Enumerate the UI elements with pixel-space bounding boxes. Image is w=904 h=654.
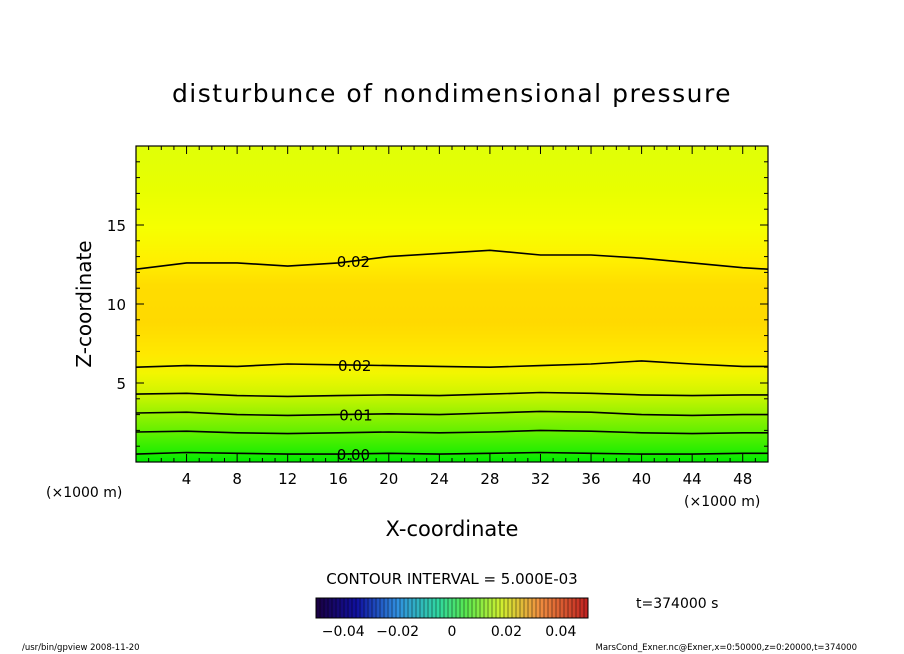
x-tick-label-1: 8 [232,470,242,488]
contour-interval-label: CONTOUR INTERVAL = 5.000E-03 [326,570,577,588]
x-tick-label-8: 36 [581,470,600,488]
y-axis-ticks: 5 10 15 [107,161,768,447]
x-axis-label: X-coordinate [386,517,519,541]
contour-lines [136,249,768,455]
contour-labels: 0.00 0.01 0.02 0.02 [337,253,373,464]
colorbar-tick-label-2: 0 [448,624,457,640]
time-label: t=374000 s [636,596,718,612]
contour-label-0: 0.00 [337,446,370,464]
contour-label-5: 0.02 [337,253,370,271]
y-tick-label-2: 15 [107,217,126,235]
x-tick-label-10: 44 [683,470,702,488]
colorbar-frame [315,597,589,619]
colorbar-tick-label-1: −0.02 [376,624,419,640]
x-axis-ticks: 4 8 12 16 20 24 28 32 36 40 44 48 [148,146,756,488]
contour-line-1 [136,429,768,435]
x-tick-label-2: 12 [278,470,297,488]
x-tick-label-6: 28 [480,470,499,488]
colorbar-tick-label-0: −0.04 [322,624,365,640]
x-tick-label-9: 40 [632,470,651,488]
contour-line-5 [136,249,768,270]
contour-line-0 [136,451,768,455]
contour-line-3 [136,391,768,398]
x-tick-label-11: 48 [733,470,752,488]
y-tick-label-0: 5 [116,375,126,393]
chart-title: disturbunce of nondimensional pressure [172,79,732,108]
x-unit-right: (×1000 m) [684,494,760,510]
contour-line-4 [136,360,768,369]
footer-left: /usr/bin/gpview 2008-11-20 [22,643,140,653]
contour-line-2 [136,410,768,417]
plot-field [136,146,768,462]
y-tick-label-1: 10 [107,296,126,314]
footer-right: MarsCond_Exner.nc@Exner,x=0:50000,z=0:20… [595,643,857,653]
x-tick-label-7: 32 [531,470,550,488]
colorbar-tick-label-4: 0.04 [545,624,576,640]
colorbar-stripes [319,598,585,618]
colorbar-ticks: −0.04 −0.02 0 0.02 0.04 [322,624,577,640]
x-tick-label-0: 4 [182,470,192,488]
colorbar-tick-label-3: 0.02 [491,624,522,640]
x-tick-label-4: 20 [379,470,398,488]
y-axis-label: Z-coordinate [72,240,96,367]
x-tick-label-5: 24 [430,470,449,488]
contour-label-4: 0.02 [338,357,371,375]
x-unit-left: (×1000 m) [46,485,122,501]
x-tick-label-3: 16 [329,470,348,488]
contour-label-2: 0.01 [339,406,372,424]
